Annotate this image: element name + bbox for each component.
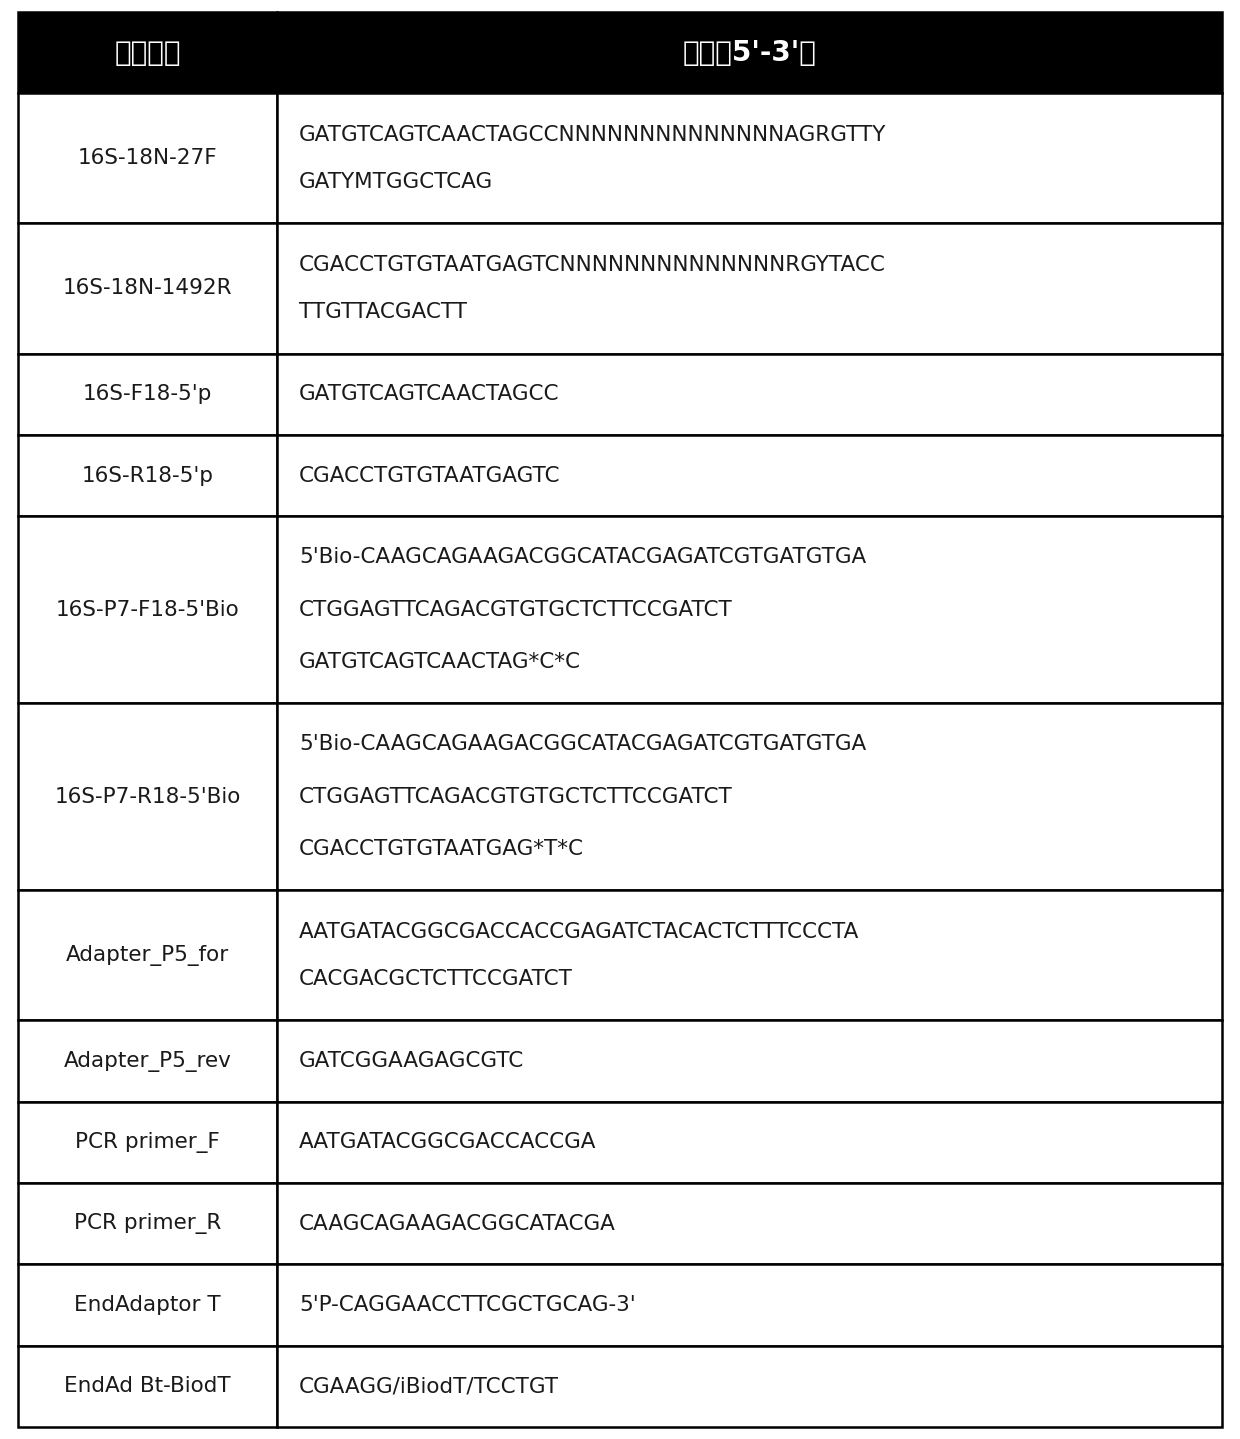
Text: CGACCTGTGTAATGAGTCNNNNNNNNNNNNNNRGYTACC: CGACCTGTGTAATGAGTCNNNNNNNNNNNNNNRGYTACC: [299, 255, 885, 275]
Bar: [19, 704, 277, 891]
Bar: [277, 1183, 1221, 1265]
Text: Adapter_P5_for: Adapter_P5_for: [66, 945, 229, 966]
Bar: [277, 1265, 1221, 1345]
Bar: [19, 354, 277, 435]
Text: CTGGAGTTCAGACGTGTGCTCTTCCGATCT: CTGGAGTTCAGACGTGTGCTCTTCCGATCT: [299, 600, 733, 620]
Bar: [19, 223, 277, 354]
Text: EndAdaptor T: EndAdaptor T: [74, 1295, 221, 1315]
Bar: [19, 12, 277, 94]
Bar: [277, 223, 1221, 354]
Text: GATGTCAGTCAACTAGCC: GATGTCAGTCAACTAGCC: [299, 384, 559, 404]
Text: CGACCTGTGTAATGAG*T*C: CGACCTGTGTAATGAG*T*C: [299, 839, 584, 859]
Bar: [277, 1020, 1221, 1102]
Bar: [277, 517, 1221, 704]
Bar: [19, 94, 277, 223]
Bar: [19, 435, 277, 517]
Text: AATGATACGGCGACCACCGAGATCTACACTCTTTCCCTA: AATGATACGGCGACCACCGAGATCTACACTCTTTCCCTA: [299, 922, 859, 943]
Text: 引物名称: 引物名称: [114, 39, 181, 66]
Text: 16S-F18-5'p: 16S-F18-5'p: [83, 384, 212, 404]
Bar: [277, 1102, 1221, 1183]
Text: GATYMTGGCTCAG: GATYMTGGCTCAG: [299, 171, 494, 191]
Text: PCR primer_F: PCR primer_F: [76, 1132, 219, 1153]
Bar: [277, 12, 1221, 94]
Text: CGACCTGTGTAATGAGTC: CGACCTGTGTAATGAGTC: [299, 466, 560, 485]
Text: CGAAGG/iBiodT/TCCTGT: CGAAGG/iBiodT/TCCTGT: [299, 1376, 559, 1396]
Bar: [19, 1102, 277, 1183]
Text: AATGATACGGCGACCACCGA: AATGATACGGCGACCACCGA: [299, 1132, 596, 1153]
Bar: [19, 1183, 277, 1265]
Text: 5'Bio-CAAGCAGAAGACGGCATACGAGATCGTGATGTGA: 5'Bio-CAAGCAGAAGACGGCATACGAGATCGTGATGTGA: [299, 734, 866, 754]
Text: 序列（5'-3'）: 序列（5'-3'）: [682, 39, 816, 66]
Bar: [277, 704, 1221, 891]
Bar: [19, 1265, 277, 1345]
Text: Adapter_P5_rev: Adapter_P5_rev: [63, 1050, 232, 1072]
Text: GATCGGAAGAGCGTC: GATCGGAAGAGCGTC: [299, 1050, 525, 1071]
Bar: [277, 354, 1221, 435]
Text: 16S-P7-R18-5'Bio: 16S-P7-R18-5'Bio: [55, 787, 241, 807]
Text: CTGGAGTTCAGACGTGTGCTCTTCCGATCT: CTGGAGTTCAGACGTGTGCTCTTCCGATCT: [299, 787, 733, 807]
Text: GATGTCAGTCAACTAGCCNNNNNNNNNNNNNNAGRGTTY: GATGTCAGTCAACTAGCCNNNNNNNNNNNNNNAGRGTTY: [299, 125, 887, 145]
Bar: [277, 94, 1221, 223]
Text: 16S-P7-F18-5'Bio: 16S-P7-F18-5'Bio: [56, 600, 239, 620]
Text: PCR primer_R: PCR primer_R: [73, 1213, 221, 1235]
Text: TTGTTACGACTT: TTGTTACGACTT: [299, 302, 466, 322]
Text: 5'P-CAGGAACCTTCGCTGCAG-3': 5'P-CAGGAACCTTCGCTGCAG-3': [299, 1295, 635, 1315]
Text: 16S-18N-1492R: 16S-18N-1492R: [62, 279, 232, 298]
Bar: [277, 435, 1221, 517]
Bar: [277, 1345, 1221, 1427]
Text: 16S-18N-27F: 16S-18N-27F: [78, 148, 217, 168]
Bar: [19, 517, 277, 704]
Text: 5'Bio-CAAGCAGAAGACGGCATACGAGATCGTGATGTGA: 5'Bio-CAAGCAGAAGACGGCATACGAGATCGTGATGTGA: [299, 547, 866, 567]
Text: GATGTCAGTCAACTAG*C*C: GATGTCAGTCAACTAG*C*C: [299, 652, 580, 672]
Bar: [277, 891, 1221, 1020]
Bar: [19, 1020, 277, 1102]
Bar: [19, 891, 277, 1020]
Text: EndAd Bt-BiodT: EndAd Bt-BiodT: [64, 1376, 231, 1396]
Text: CACGACGCTCTTCCGATCT: CACGACGCTCTTCCGATCT: [299, 968, 573, 989]
Text: CAAGCAGAAGACGGCATACGA: CAAGCAGAAGACGGCATACGA: [299, 1213, 616, 1233]
Bar: [19, 1345, 277, 1427]
Text: 16S-R18-5'p: 16S-R18-5'p: [82, 466, 213, 485]
